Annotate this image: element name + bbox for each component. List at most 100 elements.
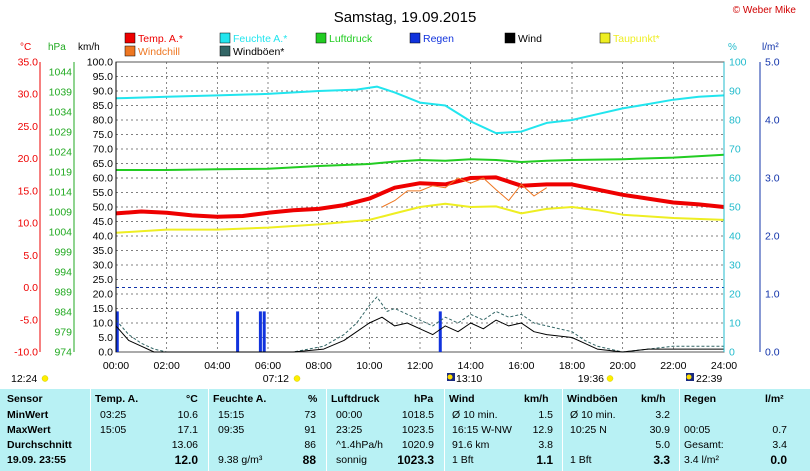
- unit-c: °C: [20, 42, 31, 53]
- legend-swatch-rain: [409, 32, 421, 44]
- legend-label-wind: Wind: [518, 33, 542, 45]
- tick-kmh-19: 5.0: [98, 332, 113, 344]
- tick-kmh-11: 45.0: [93, 216, 114, 228]
- tick-kmh-15: 25.0: [93, 274, 114, 286]
- tick-lm2-1: 4.0: [765, 115, 780, 127]
- stat-press_time-1: 23:25: [336, 424, 363, 436]
- tick-pct-8: 20: [729, 289, 741, 301]
- tick-pct-7: 30: [729, 260, 741, 272]
- hdr-hum: Feuchte A.: [213, 393, 267, 405]
- stat-rain_val-1: 0.7: [772, 424, 787, 436]
- tick-c-6: 5.0: [23, 250, 38, 262]
- copyright-text: © Weber Mike: [732, 5, 796, 16]
- stat-gust_desc-0: Ø 10 min.: [570, 409, 616, 421]
- tick-x-2: 04:00: [204, 360, 230, 372]
- stat-press_time-2: ^1.4hPa/h: [336, 439, 383, 451]
- stat-temp_time-0: 03:25: [100, 409, 127, 421]
- rain-bars: [115, 311, 442, 352]
- stat-wind_val-2: 3.8: [538, 439, 553, 451]
- rain-bar-0: [115, 311, 119, 352]
- stat-hum_time-3: 9.38 g/m³: [218, 454, 263, 466]
- tick-x-3: 06:00: [255, 360, 281, 372]
- event-moonrise: 13:10: [456, 373, 482, 385]
- legend-label-temp: Temp. A.*: [138, 33, 183, 45]
- tick-hpa-14: 974: [54, 347, 72, 359]
- tick-c-8: -5.0: [20, 314, 38, 326]
- hdr-rain-unit: l/m²: [765, 393, 784, 405]
- series-pressure: [116, 153, 725, 171]
- tick-x-5: 10:00: [356, 360, 382, 372]
- tick-pct-2: 80: [729, 115, 741, 127]
- legend-label-windgust: Windböen*: [233, 46, 284, 58]
- series-windgust: [115, 296, 724, 353]
- series-windchill: [381, 177, 547, 208]
- tick-kmh-12: 40.0: [93, 231, 114, 243]
- hdr-rain: Regen: [684, 393, 717, 405]
- hdr-wind-unit: km/h: [524, 393, 549, 405]
- stat-gust_val-3: 3.3: [653, 453, 670, 467]
- tick-c-5: 10.0: [18, 218, 39, 230]
- tick-x-4: 08:00: [306, 360, 332, 372]
- tick-kmh-18: 10.0: [93, 318, 114, 330]
- stat-gust_val-2: 5.0: [655, 439, 670, 451]
- tick-hpa-7: 1009: [49, 207, 73, 219]
- tick-c-1: 30.0: [18, 89, 39, 101]
- chart-title: Samstag, 19.09.2015: [334, 9, 477, 26]
- legend-swatch-windchill: [124, 45, 136, 57]
- tick-kmh-17: 15.0: [93, 303, 114, 315]
- legend-label-windchill: Windchill: [138, 46, 180, 58]
- series-dewpoint: [115, 202, 725, 234]
- tick-hpa-5: 1019: [49, 167, 73, 179]
- tick-kmh-13: 35.0: [93, 245, 114, 257]
- tick-hpa-8: 1004: [49, 227, 73, 239]
- stat-rain_desc-1: 00:05: [684, 424, 711, 436]
- stat-rain_val-3: 0.0: [770, 453, 787, 467]
- tick-kmh-8: 60.0: [93, 173, 114, 185]
- tick-x-0: 00:00: [103, 360, 129, 372]
- tick-hpa-13: 979: [54, 327, 72, 339]
- stat-gust_desc-1: 10:25 N: [570, 424, 607, 436]
- hdr-hum-unit: %: [308, 393, 318, 405]
- series-lines: [115, 85, 725, 353]
- tick-x-9: 18:00: [559, 360, 585, 372]
- tick-kmh-3: 85.0: [93, 100, 114, 112]
- legend-label-dewpoint: Taupunkt*: [613, 33, 660, 45]
- legend-label-rain: Regen: [423, 33, 454, 45]
- stat-wind_desc-2: 91.6 km: [452, 439, 490, 451]
- hdr-temp-unit: °C: [186, 393, 198, 405]
- stat-wind_val-0: 1.5: [538, 409, 553, 421]
- stat-wind_desc-3: 1 Bft: [452, 454, 474, 466]
- legend-swatch-temp: [124, 32, 136, 44]
- stats-table: Sensor Temp. A. °C Feuchte A. % Luftdruc…: [0, 389, 810, 471]
- stat-label-3: 19.09. 23:55: [7, 454, 66, 466]
- hdr-press-unit: hPa: [414, 393, 434, 405]
- tick-kmh-16: 20.0: [93, 289, 114, 301]
- legend-label-humidity: Feuchte A.*: [233, 33, 287, 45]
- tick-kmh-2: 90.0: [93, 86, 114, 98]
- rain-bar-4: [438, 311, 442, 352]
- tick-kmh-4: 80.0: [93, 115, 114, 127]
- rain-bar-1: [236, 311, 240, 352]
- tick-hpa-12: 984: [54, 307, 72, 319]
- stat-temp_val-1: 17.1: [177, 424, 198, 436]
- stat-press_time-3: sonnig: [336, 454, 367, 466]
- tick-x-8: 16:00: [508, 360, 534, 372]
- stat-temp_val-3: 12.0: [174, 453, 198, 467]
- stat-rain_val-2: 3.4: [772, 439, 787, 451]
- series-wind: [115, 316, 724, 353]
- stat-temp_val-2: 13.06: [171, 439, 198, 451]
- unit-lm2: l/m²: [762, 42, 779, 53]
- tick-lm2-0: 5.0: [765, 57, 780, 69]
- stat-hum_time-0: 15:15: [218, 409, 245, 421]
- unit-kmh: km/h: [78, 42, 100, 53]
- legend-label-pressure: Luftdruck: [329, 33, 373, 45]
- tick-lm2-3: 2.0: [765, 231, 780, 243]
- tick-lm2-5: 0.0: [765, 347, 780, 359]
- tick-pct-5: 50: [729, 202, 741, 214]
- stat-hum_val-3: 88: [302, 453, 316, 467]
- stat-rain_desc-3: 3.4 l/m²: [684, 454, 720, 466]
- tick-hpa-10: 994: [54, 267, 72, 279]
- hdr-temp: Temp. A.: [95, 393, 139, 405]
- stat-wind_desc-0: Ø 10 min.: [452, 409, 498, 421]
- tick-hpa-2: 1034: [49, 107, 73, 119]
